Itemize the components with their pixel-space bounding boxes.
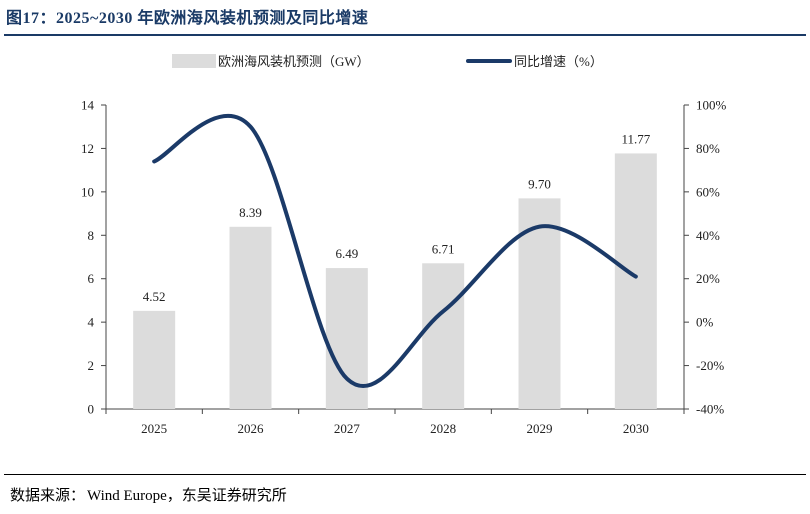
bar	[229, 226, 272, 409]
y-right-tick-label: 40%	[696, 228, 720, 243]
bar-value-label: 4.52	[143, 289, 166, 304]
y-left-tick-label: 12	[81, 141, 94, 156]
y-right-tick-label: 20%	[696, 271, 720, 286]
y-left-tick-label: 10	[81, 184, 94, 199]
bar-value-label: 11.77	[621, 131, 650, 146]
y-right-tick-label: 80%	[696, 141, 720, 156]
axes: 0 2 4 6 8 10 12 14 -40% -20% 0% 20% 40% 60% 80% 100% 202…	[81, 98, 727, 437]
x-tick-label: 2029	[527, 421, 553, 436]
y-right-tick-label: -40%	[696, 402, 724, 417]
source-note: 数据来源： Wind Europe，东吴证券研究所	[10, 484, 289, 505]
y-right-tick-label: 0%	[696, 315, 714, 330]
legend-swatch-bar	[172, 54, 216, 68]
x-tick-label: 2028	[430, 421, 456, 436]
y-left-tick-label: 8	[88, 228, 95, 243]
figure-title: 图17：2025~2030 年欧洲海风装机预测及同比增速	[6, 10, 369, 27]
source-label: 数据来源：	[10, 488, 86, 504]
y-right-tick-label: 60%	[696, 184, 720, 199]
legend: 欧洲海风装机预测（GW） 同比增速（%）	[172, 54, 603, 69]
bar	[133, 310, 176, 409]
bar-value-label: 9.70	[528, 176, 551, 191]
line-layer	[152, 113, 638, 388]
y-left-tick-label: 6	[88, 271, 95, 286]
y-left-tick-label: 4	[88, 315, 95, 330]
source-text: Wind Europe，东吴证券研究所	[87, 488, 287, 504]
bar-value-label: 8.39	[239, 205, 262, 220]
bar	[422, 263, 465, 409]
x-tick-label: 2025	[141, 421, 167, 436]
title-rule	[4, 34, 806, 36]
y-right-tick-label: 100%	[696, 98, 727, 113]
bars: 4.52 8.39 6.49 6.71 9.70 11.77	[133, 131, 657, 409]
legend-label-bar: 欧洲海风装机预测（GW）	[218, 54, 370, 69]
y-left-tick-label: 2	[88, 358, 95, 373]
legend-label-line: 同比增速（%）	[514, 54, 603, 69]
y-left-tick-label: 0	[88, 402, 95, 417]
bar	[614, 153, 657, 409]
y-left-tick-label: 14	[81, 98, 95, 113]
x-tick-label: 2026	[238, 421, 265, 436]
growth-line	[152, 113, 638, 388]
bar-value-label: 6.49	[335, 246, 358, 261]
chart: 欧洲海风装机预测（GW） 同比增速（%） 0 2 4 6 8 10 12 14 -40% -20%…	[81, 54, 727, 437]
bar	[518, 198, 561, 409]
bar-value-label: 6.71	[432, 241, 455, 256]
x-tick-label: 2030	[623, 421, 649, 436]
y-right-tick-label: -20%	[696, 358, 724, 373]
source-rule	[4, 474, 806, 475]
x-tick-label: 2027	[334, 421, 361, 436]
